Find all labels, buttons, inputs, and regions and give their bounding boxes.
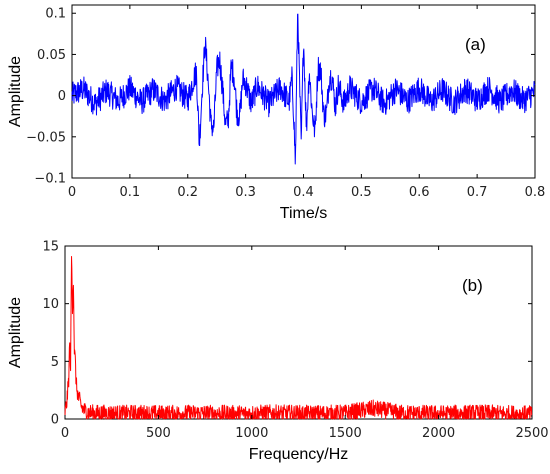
y-tick-label: 0 <box>51 413 59 428</box>
x-tick-label: 2000 <box>422 426 455 441</box>
y-tick-label: 0 <box>58 89 66 104</box>
panel-label-b: (b) <box>462 276 483 295</box>
y-tick-label: −0.1 <box>34 172 66 187</box>
data-series-line-b <box>64 256 533 420</box>
chart-panel-b: 0 500 1000 1500 2000 2500 0 5 10 15 Frequency/Hz Am… <box>7 240 549 464</box>
x-tick-label: 2500 <box>515 426 548 441</box>
x-tick-label: 0 <box>61 426 69 441</box>
x-tick-label: 0.6 <box>409 185 430 200</box>
x-tick-label: 0.5 <box>351 185 372 200</box>
x-tick-label: 0.7 <box>467 185 488 200</box>
x-tick-label: 0.2 <box>177 185 198 200</box>
y-axis-label-a: Amplitude <box>7 56 24 127</box>
x-tick-label: 0.4 <box>293 185 314 200</box>
y-tick-label: 0.05 <box>37 48 66 63</box>
x-tick-label: 500 <box>146 426 171 441</box>
x-tick-label: 0.8 <box>525 185 546 200</box>
y-tick-label: 15 <box>42 240 59 255</box>
x-tick-label: 0.1 <box>120 185 141 200</box>
x-tick-label: 0 <box>68 185 76 200</box>
x-tick-label: 1000 <box>235 426 268 441</box>
y-tick-label: −0.05 <box>26 130 66 145</box>
y-tick-label: 10 <box>42 297 59 312</box>
plot-frame-b <box>64 245 533 420</box>
data-series-line-a <box>71 13 536 165</box>
y-tick-label: 5 <box>51 355 59 370</box>
panel-label-a: (a) <box>465 35 486 54</box>
x-tick-label: 0.3 <box>235 185 256 200</box>
y-axis-label-b: Amplitude <box>7 297 24 368</box>
y-tick-label: 0.1 <box>45 7 66 22</box>
x-axis-label-b: Frequency/Hz <box>249 446 349 463</box>
x-axis-label-a: Time/s <box>280 205 327 222</box>
chart-panel-a: 0 0.1 0.2 0.3 0.4 0.5 0.6 0.7 0.8 −0.1 −0.05 0 0.05 0… <box>7 4 546 222</box>
x-tick-label: 1500 <box>329 426 362 441</box>
